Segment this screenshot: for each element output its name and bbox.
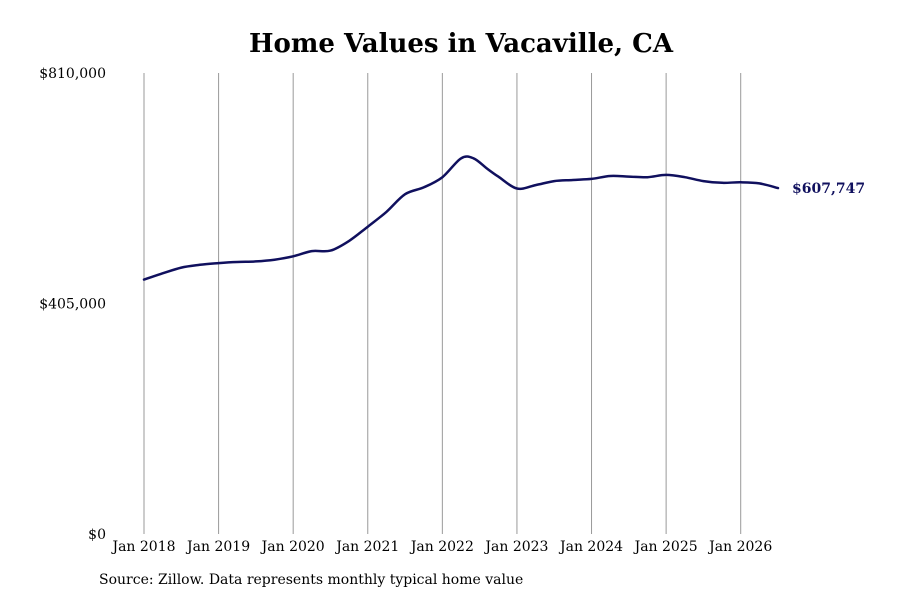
x-tick-label: Jan 2024	[558, 539, 623, 555]
y-tick-label: $0	[88, 527, 106, 543]
x-tick-label: Jan 2019	[185, 539, 250, 555]
y-tick-label: $405,000	[39, 297, 106, 313]
x-tick-label: Jan 2022	[409, 539, 474, 555]
source-note: Source: Zillow. Data represents monthly …	[99, 572, 524, 588]
series-line	[142, 155, 780, 281]
x-tick-label: Jan 2020	[260, 539, 325, 555]
x-tick-label: Jan 2026	[707, 539, 772, 555]
x-tick-label: Jan 2025	[633, 539, 698, 555]
end-value-label: $607,747	[792, 181, 865, 197]
x-tick-label: Jan 2018	[110, 539, 175, 555]
chart-title: Home Values in Vacaville, CA	[249, 29, 674, 59]
x-tick-label: Jan 2023	[483, 539, 548, 555]
gridlines	[143, 73, 742, 534]
y-axis-ticks: $0 $405,000 $810,000	[39, 66, 106, 543]
x-axis-ticks: Jan 2018 Jan 2019 Jan 2020 Jan 2021 Jan 2022…	[110, 539, 772, 555]
y-tick-label: $810,000	[39, 66, 106, 82]
x-tick-label: Jan 2021	[334, 539, 399, 555]
